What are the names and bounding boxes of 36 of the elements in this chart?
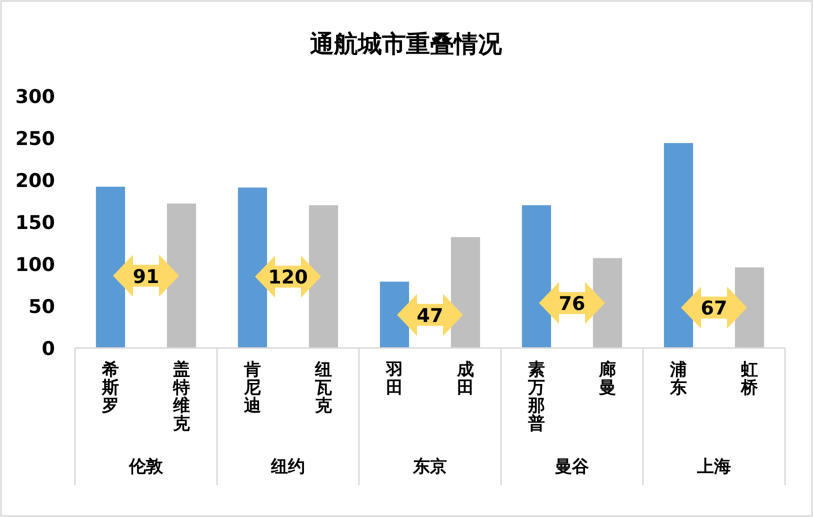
text: 上海 xyxy=(696,457,731,477)
annotation: 76 xyxy=(558,293,586,316)
chart-title: 通航城市重叠情况 xyxy=(309,30,503,58)
x-tick-label: 希斯罗 xyxy=(101,360,119,416)
x-tick-label: 成田 xyxy=(456,360,474,398)
annotation: 47 xyxy=(416,304,444,327)
bar xyxy=(96,186,126,348)
text: 纽约 xyxy=(270,457,305,477)
y-tick-label: 250 xyxy=(15,128,55,150)
bar xyxy=(238,188,268,348)
annotation: 67 xyxy=(700,298,728,320)
x-tick-label: 廊曼 xyxy=(598,360,616,398)
bar xyxy=(664,143,694,348)
x-tick-label: 肯尼迪 xyxy=(243,360,261,416)
text: 东京 xyxy=(412,457,447,477)
y-tick-label: 50 xyxy=(28,296,55,318)
bar xyxy=(522,205,552,348)
x-tick-label: 浦东 xyxy=(669,360,687,398)
annotation: 120 xyxy=(268,266,308,289)
x-tick-label: 虹桥 xyxy=(740,360,759,398)
text: 伦敦 xyxy=(128,457,164,477)
y-tick-label: 100 xyxy=(15,254,55,276)
x-tick-label: 羽田 xyxy=(385,360,403,398)
bar xyxy=(308,205,338,348)
bar xyxy=(166,204,196,348)
bar xyxy=(592,258,622,348)
x-tick-label: 素万那普 xyxy=(527,360,545,434)
y-tick-label: 0 xyxy=(42,338,55,360)
y-tick-label: 300 xyxy=(15,86,55,108)
bar xyxy=(450,237,480,348)
y-tick-label: 150 xyxy=(15,212,55,234)
text: 曼谷 xyxy=(554,457,590,477)
y-tick-label: 200 xyxy=(15,170,55,192)
x-tick-label: 纽瓦克 xyxy=(314,360,333,416)
annotation: 91 xyxy=(132,266,160,288)
x-tick-label: 盖特维克 xyxy=(172,359,191,434)
